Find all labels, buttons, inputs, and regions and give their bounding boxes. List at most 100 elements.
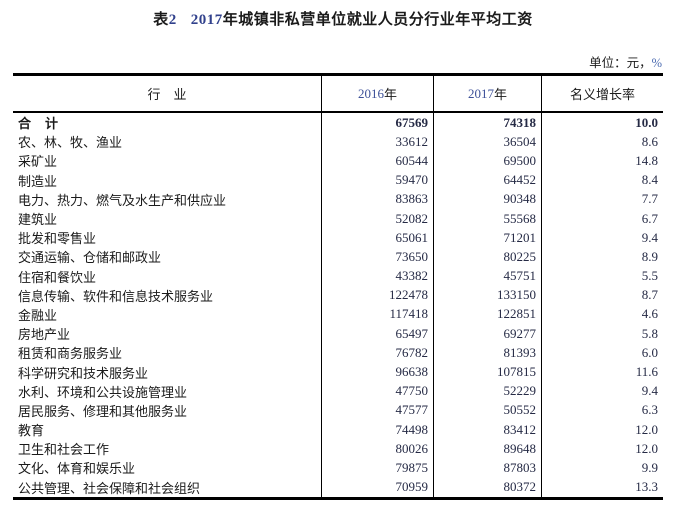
value-2017-cell: 80225 [433,247,541,267]
table-row: 信息传输、软件和信息技术服务业 122478 133150 8.7 [13,285,663,305]
value-2017-cell: 122851 [433,304,541,325]
industry-cell: 交通运输、仓储和邮政业 [18,250,162,266]
industry-cell: 建筑业 [18,212,58,228]
table-row: 合 计 67569 74318 10.0 [13,113,663,133]
growth-rate-cell: 14.8 [541,151,663,171]
growth-rate-cell: 10.0 [541,113,663,133]
table-row: 采矿业 60544 69500 14.8 [13,151,663,171]
value-2016-cell: 122478 [321,285,433,305]
table-row: 房地产业 65497 69277 5.8 [13,324,663,344]
value-2016-cell: 60544 [321,151,433,171]
value-2017-cell: 50552 [433,400,541,420]
value-2017-cell: 83412 [433,420,541,440]
value-2016-cell: 76782 [321,343,433,363]
industry-cell: 科学研究和技术服务业 [18,365,149,381]
value-2017-cell: 69277 [433,324,541,344]
growth-rate-cell: 12.0 [541,439,663,459]
growth-rate-cell: 11.6 [541,362,663,382]
industry-cell: 公共管理、社会保障和社会组织 [18,480,201,496]
value-2017-cell: 90348 [433,189,541,209]
value-2016-cell: 65497 [321,324,433,344]
header-2017-suffix: 年 [493,87,507,102]
value-2016-cell: 33612 [321,132,433,152]
value-2016-cell: 43382 [321,266,433,286]
title-table-number: 2 [168,12,177,28]
header-growth-rate: 名义增长率 [541,76,663,111]
value-2017-cell: 89648 [433,439,541,459]
growth-rate-cell: 8.9 [541,247,663,267]
industry-cell: 教育 [18,423,45,439]
value-2016-cell: 59470 [321,170,433,190]
value-2016-cell: 52082 [321,208,433,229]
value-2016-cell: 65061 [321,228,433,248]
industry-cell: 居民服务、修理和其他服务业 [18,403,188,419]
value-2016-cell: 74498 [321,420,433,440]
value-2016-cell: 47750 [321,381,433,401]
industry-cell: 租赁和商务服务业 [18,346,123,362]
value-2016-cell: 80026 [321,439,433,459]
value-2017-cell: 52229 [433,381,541,401]
growth-rate-cell: 9.9 [541,458,663,478]
growth-rate-cell: 5.5 [541,266,663,286]
unit-note-label: 单位：元， [589,56,652,70]
unit-note: 单位：元，% [0,52,686,70]
value-2016-cell: 70959 [321,477,433,497]
value-2016-cell: 96638 [321,362,433,382]
header-2017: 2017 年 [433,76,541,111]
table-row: 批发和零售业 65061 71201 9.4 [13,228,663,248]
value-2016-cell: 73650 [321,247,433,267]
value-2017-cell: 107815 [433,362,541,382]
table-row: 文化、体育和娱乐业 79875 87803 9.9 [13,458,663,478]
value-2017-cell: 81393 [433,343,541,363]
value-2016-cell: 83863 [321,189,433,209]
industry-cell: 合 计 [18,116,59,132]
growth-rate-cell: 5.8 [541,324,663,344]
unit-note-percent: % [651,56,662,70]
industry-cell: 卫生和社会工作 [18,442,110,458]
header-industry: 行 业 [147,87,187,102]
growth-rate-cell: 6.0 [541,343,663,363]
industry-cell: 金融业 [18,307,58,323]
growth-rate-cell: 8.4 [541,170,663,190]
value-2017-cell: 64452 [433,170,541,190]
industry-cell: 农、林、牧、渔业 [18,135,123,151]
value-2016-cell: 79875 [321,458,433,478]
table-row: 制造业 59470 64452 8.4 [13,170,663,190]
growth-rate-cell: 4.6 [541,304,663,325]
header-2017-number: 2017 [467,85,494,101]
table-row: 公共管理、社会保障和社会组织 70959 80372 13.3 [13,477,663,497]
value-2016-cell: 67569 [321,113,433,133]
table-row: 农、林、牧、渔业 33612 36504 8.6 [13,132,663,152]
growth-rate-cell: 9.4 [541,381,663,401]
growth-rate-cell: 9.4 [541,228,663,248]
value-2017-cell: 55568 [433,208,541,229]
table-row: 住宿和餐饮业 43382 45751 5.5 [13,266,663,286]
table-row: 建筑业 52082 55568 6.7 [13,208,663,229]
growth-rate-cell: 8.6 [541,132,663,152]
table-row: 金融业 117418 122851 4.6 [13,304,663,325]
value-2016-cell: 117418 [321,304,433,325]
table-row: 电力、热力、燃气及水生产和供应业 83863 90348 7.7 [13,189,663,209]
industry-cell: 采矿业 [18,154,58,170]
value-2017-cell: 87803 [433,458,541,478]
table-row: 科学研究和技术服务业 96638 107815 11.6 [13,362,663,382]
industry-cell: 批发和零售业 [18,231,97,247]
page-title: 表2 2017年城镇非私营单位就业人员分行业年平均工资 [0,0,686,30]
value-2017-cell: 133150 [433,285,541,305]
industry-cell: 文化、体育和娱乐业 [18,461,136,477]
value-2017-cell: 45751 [433,266,541,286]
industry-cell: 电力、热力、燃气及水生产和供应业 [18,192,227,208]
title-table-word: 表 [153,11,169,28]
table-row: 教育 74498 83412 12.0 [13,420,663,440]
table-row: 卫生和社会工作 80026 89648 12.0 [13,439,663,459]
header-2016: 2016 年 [321,76,433,111]
value-2017-cell: 36504 [433,132,541,152]
value-2016-cell: 47577 [321,400,433,420]
industry-cell: 制造业 [18,173,58,189]
table-header-row: 行 业 2016 年 2017 年 名义增长率 [13,76,663,113]
table-row: 居民服务、修理和其他服务业 47577 50552 6.3 [13,400,663,420]
value-2017-cell: 74318 [433,113,541,133]
industry-cell: 信息传输、软件和信息技术服务业 [18,288,214,304]
title-year-number: 2017 [190,12,223,28]
growth-rate-cell: 13.3 [541,477,663,497]
